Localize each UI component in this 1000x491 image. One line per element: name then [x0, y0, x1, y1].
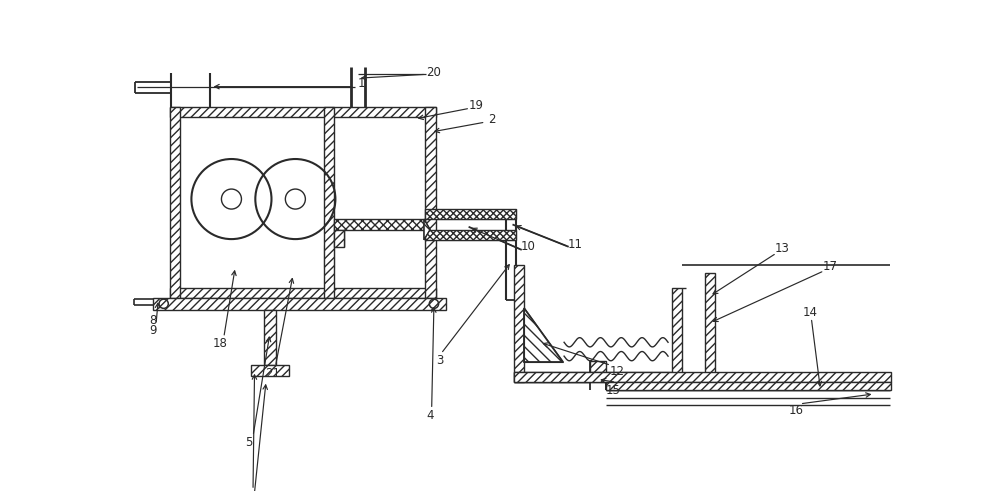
Text: 13: 13: [775, 242, 789, 255]
Bar: [514, 372, 682, 382]
Bar: [170, 107, 180, 298]
Text: 6: 6: [245, 490, 253, 491]
Text: 14: 14: [803, 306, 818, 319]
Text: 17: 17: [822, 260, 837, 273]
Text: 3: 3: [436, 355, 444, 367]
Text: 16: 16: [789, 404, 804, 416]
Bar: [334, 219, 425, 230]
Bar: [705, 273, 715, 382]
Text: 10: 10: [520, 240, 535, 253]
Text: 9: 9: [149, 324, 157, 337]
Text: 12: 12: [610, 365, 625, 378]
Bar: [425, 230, 516, 240]
Bar: [324, 107, 334, 298]
Bar: [425, 107, 436, 298]
Bar: [334, 230, 344, 247]
Text: 21: 21: [265, 367, 280, 380]
Text: 8: 8: [149, 314, 157, 327]
Polygon shape: [524, 308, 563, 361]
Bar: [425, 209, 516, 219]
Text: 2: 2: [488, 113, 495, 126]
Text: 15: 15: [606, 383, 621, 397]
Bar: [590, 361, 606, 372]
Bar: [324, 246, 334, 269]
Text: 19: 19: [469, 99, 484, 112]
Bar: [153, 298, 446, 310]
Bar: [170, 107, 436, 117]
Text: 18: 18: [212, 337, 227, 350]
Bar: [251, 365, 289, 376]
Bar: [514, 265, 524, 382]
Bar: [672, 288, 682, 382]
Text: 1: 1: [358, 77, 365, 90]
Polygon shape: [424, 219, 430, 240]
Text: 11: 11: [567, 238, 582, 251]
Bar: [514, 372, 891, 382]
Bar: [264, 310, 276, 365]
Text: 4: 4: [426, 409, 434, 422]
Bar: [606, 382, 891, 390]
Bar: [170, 288, 436, 298]
Text: 5: 5: [245, 436, 253, 449]
Text: 20: 20: [426, 66, 441, 79]
